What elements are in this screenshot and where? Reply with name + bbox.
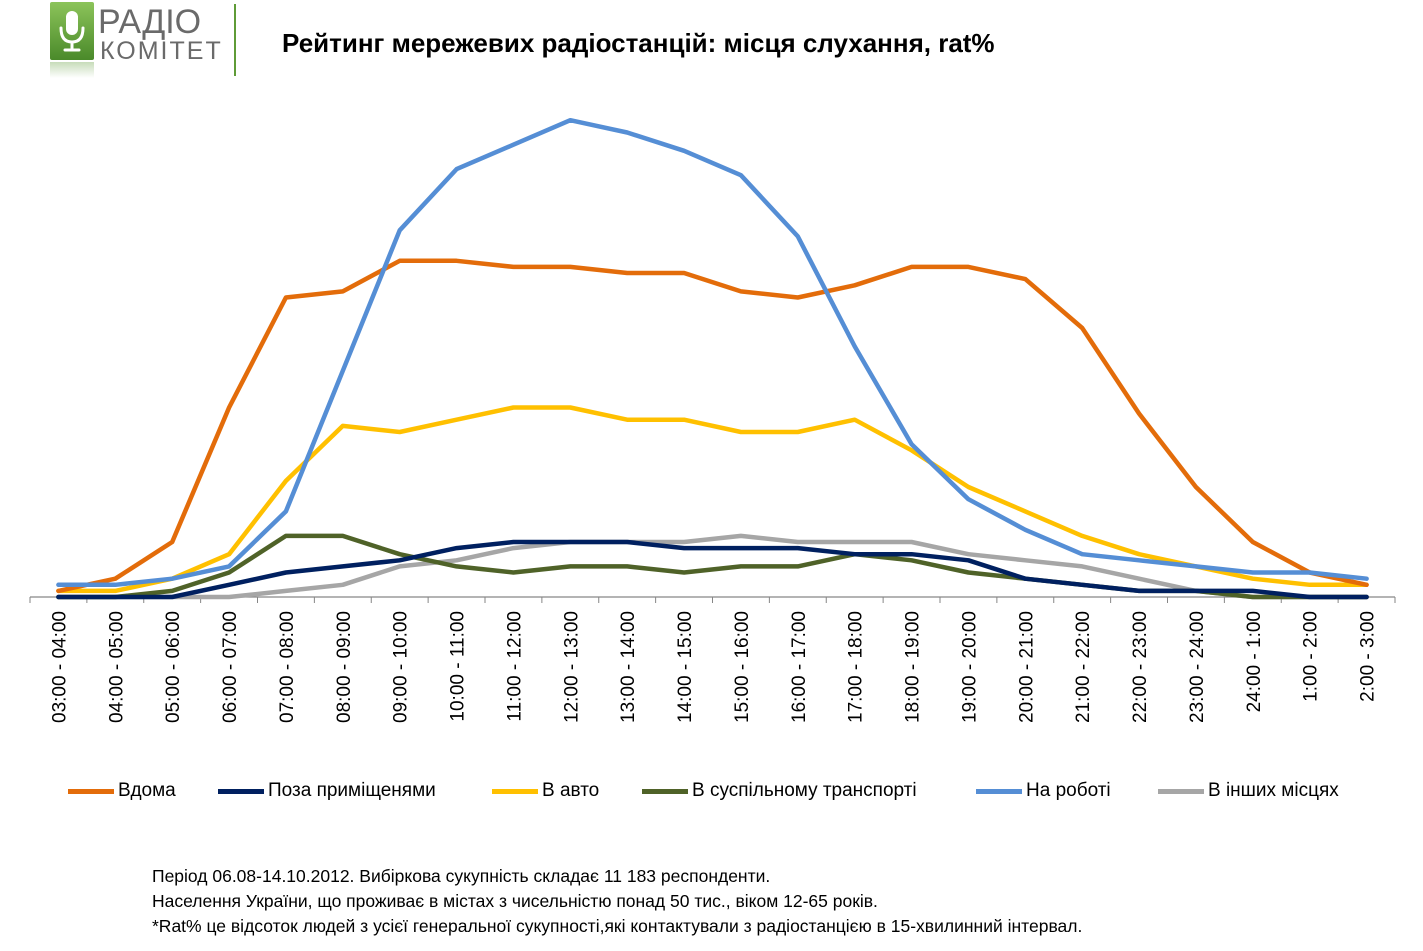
legend-label: Поза приміщенями <box>268 780 436 801</box>
legend-swatch <box>68 788 114 794</box>
series-line-0 <box>56 258 1369 594</box>
series-line-1 <box>56 539 1369 600</box>
x-tick-label: 03:00 - 04:00 <box>49 611 70 723</box>
legend-swatch <box>1158 788 1204 794</box>
legend-label: Вдома <box>118 780 176 801</box>
x-tick-label: 13:00 - 14:00 <box>618 611 639 723</box>
series-line-5 <box>56 533 1369 600</box>
x-tick-label: 10:00 - 11:00 <box>448 611 469 722</box>
legend-label: В авто <box>542 780 600 801</box>
x-tick-label: 14:00 - 15:00 <box>675 611 696 723</box>
x-tick-label: 21:00 - 22:00 <box>1073 611 1094 723</box>
x-tick-label: 18:00 - 19:00 <box>903 611 924 723</box>
legend-swatch <box>976 788 1022 794</box>
x-tick-label: 15:00 - 16:00 <box>732 611 753 723</box>
legend-item: Поза приміщенями <box>218 776 436 806</box>
legend-label: На роботі <box>1026 780 1111 801</box>
microphone-icon <box>59 11 85 52</box>
logo-graphic: РАДІО КОМІТЕТ <box>50 2 236 78</box>
x-tick-label: 09:00 - 10:00 <box>391 611 412 723</box>
x-tick-label: 08:00 - 09:00 <box>334 611 355 723</box>
legend-item: В інших місцях <box>1158 776 1339 806</box>
note-period: Період 06.08-14.10.2012. Вибіркова сукуп… <box>152 866 771 886</box>
x-tick-label: 1:00 - 2:00 <box>1301 611 1322 702</box>
x-tick-label: 23:00 - 24:00 <box>1187 611 1208 723</box>
footnotes: Період 06.08-14.10.2012. Вибіркова сукуп… <box>152 864 1082 939</box>
legend-label: В суспільному транспорті <box>692 780 917 801</box>
series-line-3 <box>56 533 1369 600</box>
radio-committee-logo: РАДІО КОМІТЕТ <box>50 2 238 80</box>
chart-legend: Вдома Поза приміщенями В авто В суспільному… <box>0 776 1423 806</box>
legend-label: В інших місцях <box>1208 780 1339 801</box>
chart-title: Рейтинг мережевих радіостанцій: місця сл… <box>282 28 995 58</box>
x-tick-label: 2:00 - 3:00 <box>1358 611 1379 702</box>
x-tick-label: 05:00 - 06:00 <box>163 611 184 723</box>
legend-item: В авто <box>492 776 599 806</box>
note-population: Населення України, що проживає в містах … <box>152 891 878 911</box>
legend-item: На роботі <box>976 776 1111 806</box>
logo-line1: РАДІО <box>98 3 201 41</box>
x-tick-label: 17:00 - 18:00 <box>846 611 867 723</box>
logo-line2: КОМІТЕТ <box>100 37 223 65</box>
x-tick-label: 06:00 - 07:00 <box>220 611 241 723</box>
legend-swatch <box>218 788 264 794</box>
legend-swatch <box>492 788 538 794</box>
x-tick-label: 22:00 - 23:00 <box>1130 611 1151 723</box>
legend-item: Вдома <box>68 776 176 806</box>
legend-swatch <box>642 788 688 794</box>
x-tick-label: 16:00 - 17:00 <box>789 611 810 723</box>
x-tick-label: 12:00 - 13:00 <box>561 611 582 723</box>
line-chart: 03:00 - 04:00 04:00 - 05:00 05:00 - 06:00 0… <box>29 117 1396 723</box>
x-tick-label: 11:00 - 12:00 <box>504 611 525 722</box>
legend-item: В суспільному транспорті <box>642 776 917 806</box>
x-tick-label: 07:00 - 08:00 <box>277 611 298 723</box>
x-tick-label: 19:00 - 20:00 <box>959 611 980 723</box>
x-tick-label: 20:00 - 21:00 <box>1016 611 1037 723</box>
x-tick-label: 04:00 - 05:00 <box>106 611 127 723</box>
x-tick-label: 24:00 - 1:00 <box>1244 611 1265 712</box>
series-line-2 <box>56 405 1369 594</box>
series-line-4 <box>56 117 1369 588</box>
note-rat-definition: *Rat% це відсоток людей з усієї генераль… <box>152 916 1083 936</box>
